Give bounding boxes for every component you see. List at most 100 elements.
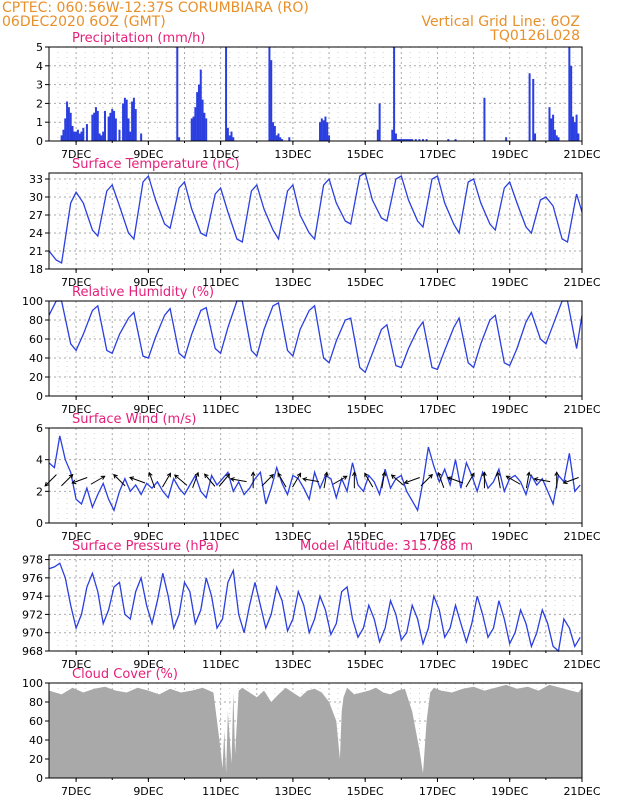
precip-bar xyxy=(391,129,394,141)
precip-bar xyxy=(568,47,571,141)
y-tick-label: 3 xyxy=(36,79,43,92)
precip-bar xyxy=(394,133,397,141)
wind-arrow-head xyxy=(364,472,369,478)
precip-bar xyxy=(98,133,101,141)
precip-bar xyxy=(60,135,63,141)
panel-3: Relative Humidity (%) 0 20 40 60 80 100 7DEC 9DE… xyxy=(22,285,601,416)
precip-bar xyxy=(102,131,105,141)
precip-bar xyxy=(422,139,425,141)
precip-bar xyxy=(131,101,134,141)
precip-bar xyxy=(225,47,228,141)
cloud-cover-area xyxy=(49,684,582,778)
precip-bar xyxy=(199,69,202,141)
y-tick-label: 40 xyxy=(29,734,43,747)
precip-bar xyxy=(405,139,408,141)
precip-bar xyxy=(197,84,200,141)
precip-bar xyxy=(425,139,428,141)
x-tick-label: 13DEC xyxy=(274,530,311,543)
precip-bar xyxy=(75,131,78,141)
precip-bar xyxy=(378,103,381,141)
precip-bar xyxy=(127,118,130,141)
wind-arrow xyxy=(72,477,88,484)
x-tick-label: 17DEC xyxy=(419,403,456,416)
header-grid-note: Vertical Grid Line: 6OZ xyxy=(421,14,580,30)
panel-2: Surface Temperature (nC) 18 21 24 27 30 33 7DEC… xyxy=(29,157,601,289)
y-tick-label: 60 xyxy=(29,333,43,346)
precip-bar xyxy=(571,116,574,141)
precip-bar xyxy=(134,109,137,141)
panel-title: Precipitation (mm/h) xyxy=(72,31,205,46)
wind-arrow xyxy=(218,473,230,487)
wind-arrow-head xyxy=(194,471,200,477)
series-line xyxy=(48,300,583,374)
y-tick-label: 0 xyxy=(36,135,43,148)
precip-bar xyxy=(232,137,235,141)
wind-arrow-head xyxy=(71,479,77,485)
wind-arrow xyxy=(90,475,105,485)
wind-arrow-head xyxy=(302,477,308,482)
panel-title: Surface Wind (m/s) xyxy=(72,412,196,427)
wind-arrow-head xyxy=(229,477,235,482)
precip-bar xyxy=(113,110,116,141)
precip-bar xyxy=(555,135,558,141)
precip-bar xyxy=(552,114,555,141)
precip-bar xyxy=(176,47,179,141)
precip-bar xyxy=(328,135,331,141)
wind-arrow xyxy=(129,477,146,484)
wind-arrow-head xyxy=(113,473,118,479)
precip-bar xyxy=(447,139,450,141)
panel-1: Precipitation (mm/h) 0 1 2 3 4 5 7DEC 9DEC 11DEC 1… xyxy=(36,31,601,161)
y-tick-label: 976 xyxy=(22,572,43,585)
wind-arrow-head xyxy=(470,472,475,478)
panel-frame xyxy=(48,300,583,397)
precip-bar xyxy=(62,129,65,141)
precip-bar xyxy=(71,125,74,141)
precip-bar xyxy=(194,107,197,141)
x-tick-label: 17DEC xyxy=(419,785,456,798)
panel-frame xyxy=(48,172,583,270)
model-altitude-label: Model Altitude: 315.788 m xyxy=(300,539,473,554)
precip-bar xyxy=(577,133,580,141)
precip-bar xyxy=(69,112,72,141)
wind-arrow-head xyxy=(323,471,329,477)
y-tick-label: 4 xyxy=(36,60,43,73)
x-tick-label: 13DEC xyxy=(274,148,311,161)
precip-bar xyxy=(400,139,403,141)
precip-bar xyxy=(322,120,325,141)
precip-bar xyxy=(107,116,110,141)
y-tick-label: 20 xyxy=(29,753,43,766)
x-tick-label: 17DEC xyxy=(419,148,456,161)
x-tick-label: 9DEC xyxy=(133,530,163,543)
wind-arrow xyxy=(277,473,287,488)
wind-arrow xyxy=(465,473,475,488)
wind-arrow xyxy=(44,474,57,487)
x-tick-label: 21DEC xyxy=(563,530,600,543)
precip-bar xyxy=(196,92,199,141)
precip-bar xyxy=(418,139,421,141)
precip-bar xyxy=(190,118,193,141)
wind-arrow xyxy=(230,478,247,483)
precip-bar xyxy=(320,118,323,141)
precip-bar xyxy=(275,135,278,141)
x-tick-label: 7DEC xyxy=(61,148,91,161)
y-tick-label: 974 xyxy=(22,590,43,603)
wind-arrow xyxy=(563,477,579,484)
y-tick-label: 21 xyxy=(29,245,43,258)
wind-arrow xyxy=(381,472,386,489)
wind-arrow xyxy=(148,472,156,488)
x-tick-label: 11DEC xyxy=(202,276,239,289)
wind-arrow xyxy=(332,475,348,485)
series-line xyxy=(48,562,581,653)
wind-arrow xyxy=(162,473,171,488)
y-tick-label: 0 xyxy=(36,517,43,530)
precip-bar xyxy=(376,129,379,141)
panel-frame xyxy=(48,682,583,779)
precip-bar xyxy=(109,112,112,141)
wind-arrow-head xyxy=(526,471,531,477)
precip-bar xyxy=(326,122,329,141)
precip-bar xyxy=(414,139,417,141)
y-tick-label: 968 xyxy=(22,645,43,658)
x-tick-label: 11DEC xyxy=(202,658,239,671)
x-tick-label: 11DEC xyxy=(202,785,239,798)
wind-arrow-head xyxy=(381,471,387,477)
